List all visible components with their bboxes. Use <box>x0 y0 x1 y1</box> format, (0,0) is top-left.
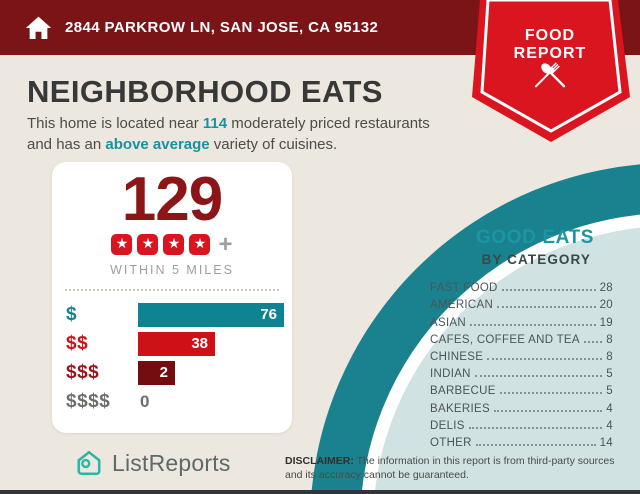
bar-track: 76 <box>138 302 292 327</box>
star-icon: ★ <box>137 234 159 256</box>
dotted-leader <box>475 443 596 446</box>
dotted-leader <box>493 409 603 412</box>
good-eats-title: GOOD EATS <box>476 227 594 248</box>
category-row: CAFES, COFFEE AND TEA 8 <box>430 329 613 346</box>
good-eats-subtitle: BY CATEGORY <box>481 252 591 267</box>
bar-value: 76 <box>260 306 277 324</box>
dotted-leader <box>497 306 596 309</box>
category-label: AMERICAN <box>430 299 494 312</box>
price-tier-label: $$ <box>66 332 89 354</box>
subtitle-text: moderately priced restaurants and has an <box>27 115 430 153</box>
category-row: BAKERIES 4 <box>430 397 613 415</box>
page-title: NEIGHBORHOOD EATS <box>27 74 383 109</box>
restaurant-count-highlight: 114 <box>202 115 228 132</box>
bar-track: 0 <box>138 392 292 412</box>
category-label: ASIAN <box>430 316 467 329</box>
badge-line2: REPORT <box>514 45 587 62</box>
disclaimer: DISCLAIMER: The information in this repo… <box>285 455 618 482</box>
category-label: BAKERIES <box>430 402 490 415</box>
price-tier-label: $ <box>66 303 78 325</box>
bar-track: 38 <box>138 331 292 356</box>
dotted-leader <box>474 375 603 378</box>
property-address: 2844 PARKROW LN, SAN JOSE, CA 95132 <box>65 19 379 36</box>
category-row: AMERICAN 20 <box>430 294 613 311</box>
price-bars: $76 $$ 38 $$$ 2 $$$$ 0 <box>52 300 292 416</box>
page-subtitle: This home is located near 114 moderately… <box>27 114 451 155</box>
price-tier-label: $$$ <box>66 361 100 383</box>
category-row: OTHER 14 <box>430 432 613 449</box>
restaurant-count: 129 <box>121 165 223 234</box>
bottom-border <box>0 490 640 494</box>
plus-sign: + <box>218 231 233 259</box>
bar-track: 2 <box>138 360 292 385</box>
price-tier-label: $$$$ <box>66 390 111 412</box>
radius-label: WITHIN 5 MILES <box>110 263 234 278</box>
category-label: DELIS <box>430 419 465 432</box>
category-value: 20 <box>599 299 613 312</box>
star-icon: ★ <box>163 234 185 256</box>
brand-name: ListReports <box>112 449 231 476</box>
subtitle-text: This home is located near <box>27 115 203 132</box>
bar: 38 <box>138 331 215 356</box>
star-icon: ★ <box>189 234 211 256</box>
bar: 76 <box>138 302 284 327</box>
dotted-leader <box>487 357 603 360</box>
price-bar-row: $$ 38 <box>52 329 292 358</box>
category-list: FAST FOOD 28 AMERICAN 20 ASIAN 19 CAFES, COFFE… <box>430 277 613 449</box>
category-value: 5 <box>606 385 613 398</box>
variety-highlight: above average <box>105 135 210 153</box>
price-bar-row: $$$$ 0 <box>52 387 292 416</box>
category-row: INDIAN 5 <box>430 363 613 380</box>
price-bar-row: $76 <box>52 300 292 329</box>
bar: 2 <box>138 360 175 385</box>
dotted-divider <box>65 289 279 292</box>
category-label: CAFES, COFFEE AND TEA <box>430 333 580 346</box>
listreports-logo: ListReports <box>75 449 231 477</box>
category-value: 28 <box>599 282 613 295</box>
category-label: FAST FOOD <box>430 282 498 295</box>
home-icon <box>25 16 52 39</box>
category-row: FAST FOOD 28 <box>430 277 613 294</box>
crossed-utensils-icon <box>534 62 566 88</box>
subtitle-text: variety of cuisines. <box>209 135 338 153</box>
category-row: CHINESE 8 <box>430 346 613 363</box>
category-value: 14 <box>599 436 613 449</box>
restaurant-summary-card: 129 ★ ★ ★ ★ + WITHIN 5 MILES $76 $$ 38 $$$ 2 $$$$… <box>52 162 292 433</box>
category-label: BARBECUE <box>430 385 496 398</box>
category-row: DELIS 4 <box>430 415 613 432</box>
category-label: OTHER <box>430 436 472 449</box>
category-row: BARBECUE 5 <box>430 380 613 397</box>
listreports-house-icon <box>77 450 101 476</box>
disclaimer-label: DISCLAIMER: <box>285 455 354 467</box>
category-row: ASIAN 19 <box>430 311 613 329</box>
category-label: CHINESE <box>430 350 484 363</box>
dotted-leader <box>583 340 603 343</box>
category-value: 4 <box>606 419 613 432</box>
category-label: INDIAN <box>430 368 471 381</box>
badge-line1: FOOD <box>525 27 575 44</box>
category-value: 5 <box>606 368 613 381</box>
dotted-leader <box>501 289 596 292</box>
good-eats-heading: GOOD EATS BY CATEGORY <box>455 227 615 267</box>
dotted-leader <box>470 323 596 326</box>
category-value: 8 <box>606 350 613 363</box>
category-value: 8 <box>606 333 613 346</box>
bar-value-zero: 0 <box>140 391 150 411</box>
dotted-leader <box>499 392 603 395</box>
food-report-badge: FOOD REPORT <box>472 0 630 142</box>
category-value: 4 <box>606 402 613 415</box>
stars-row: ★ ★ ★ ★ + <box>52 231 292 259</box>
dotted-leader <box>468 426 603 429</box>
disclaimer-text: The information in this report is from t… <box>285 455 615 481</box>
star-icon: ★ <box>111 234 133 256</box>
bar-value: 2 <box>159 364 168 382</box>
bar-value: 38 <box>191 335 208 353</box>
category-value: 19 <box>599 316 613 329</box>
price-bar-row: $$$ 2 <box>52 358 292 387</box>
